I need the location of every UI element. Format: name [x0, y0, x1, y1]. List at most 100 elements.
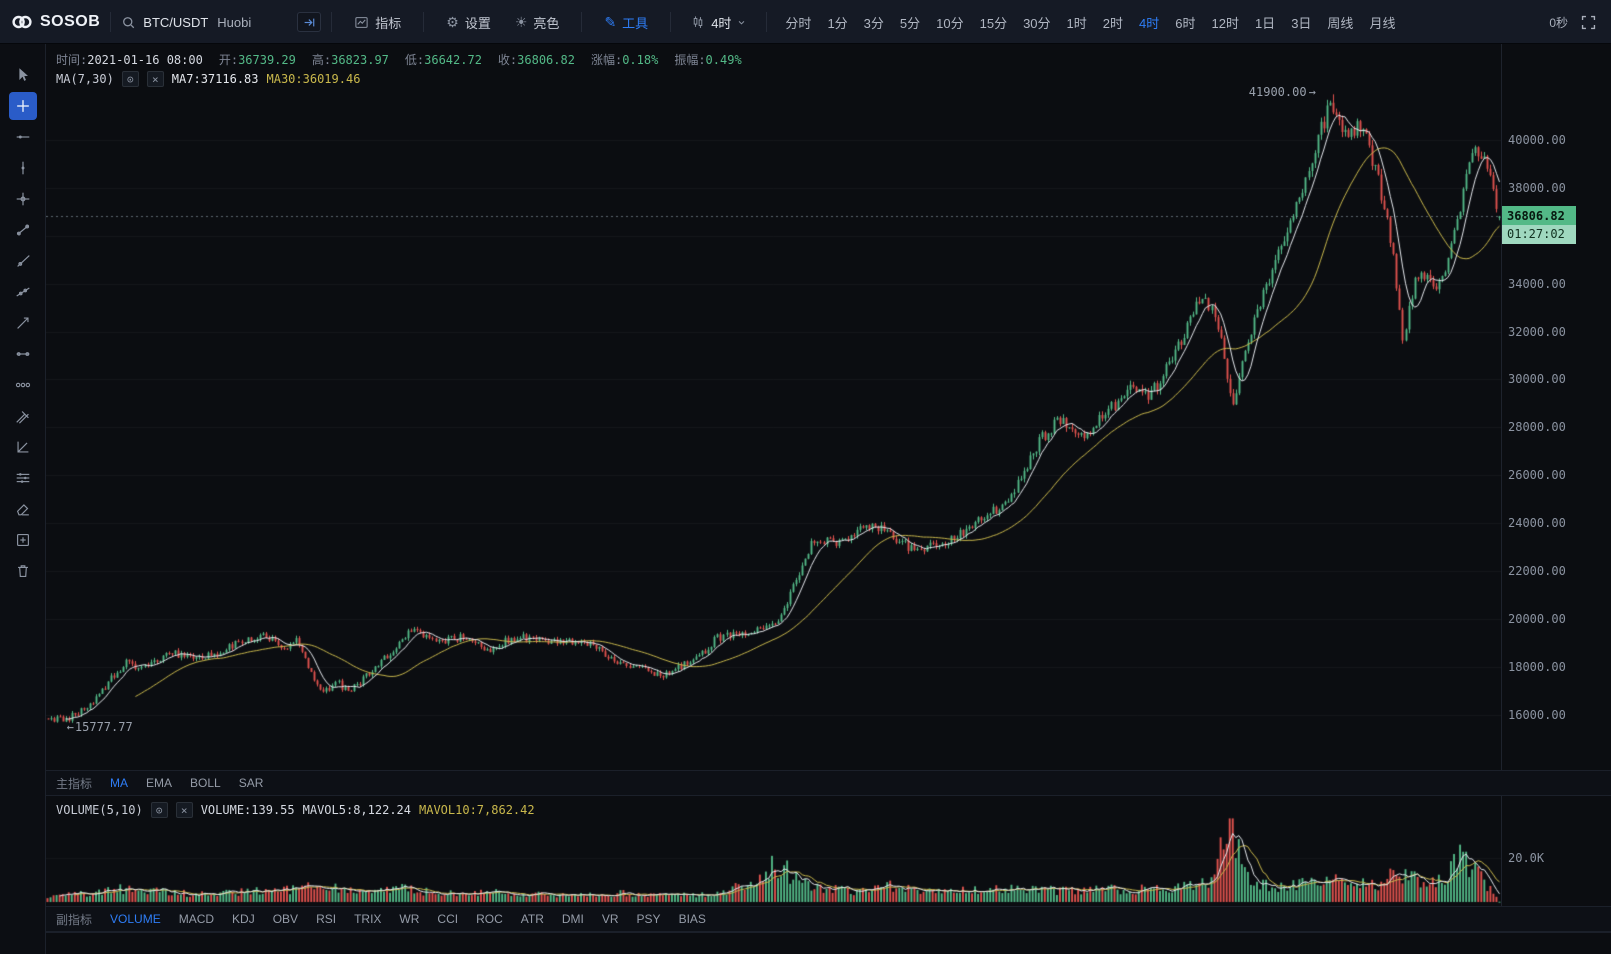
price-axis-label: 32000.00: [1508, 324, 1566, 339]
divider: [581, 12, 583, 32]
timeframe-list: 分时 1分 3分 5分 10分 15分 30分 1时 2时 4时 6时 12时 …: [777, 13, 1403, 32]
subtab-rsi[interactable]: RSI: [316, 912, 337, 926]
indicator-tab-ma[interactable]: MA: [110, 776, 129, 790]
ma-visibility-button[interactable]: ⊙: [121, 71, 139, 87]
price-axis-label: 34000.00: [1508, 276, 1566, 291]
symbol-search[interactable]: BTC/USDT Huobi: [121, 15, 251, 30]
delete-tool[interactable]: [9, 557, 37, 585]
gear-icon: ⚙: [446, 14, 459, 30]
timeframe-item[interactable]: 分时: [785, 15, 812, 31]
mavol5-value: MAVOL5:8,122.24: [302, 803, 411, 817]
fullscreen-icon: [1580, 14, 1597, 31]
jump-to-latest-button[interactable]: [297, 12, 322, 32]
subtab-trix[interactable]: TRIX: [354, 912, 382, 926]
subtab-psy[interactable]: PSY: [636, 912, 661, 926]
price-axis-label: 40000.00: [1508, 132, 1566, 147]
cross-line-tool[interactable]: [9, 185, 37, 213]
extended-line-tool[interactable]: [9, 278, 37, 306]
timeframe-item[interactable]: 月线: [1369, 15, 1396, 31]
pointer-tool[interactable]: [9, 61, 37, 89]
fullscreen-button[interactable]: [1580, 14, 1597, 31]
indicators-button[interactable]: 指标: [342, 0, 413, 44]
time-axis-strip[interactable]: [46, 932, 1611, 954]
ellipse-group-tool[interactable]: [9, 371, 37, 399]
price-chart-canvas[interactable]: [46, 44, 1501, 770]
timeframe-item[interactable]: 6时: [1175, 15, 1196, 31]
app-logo[interactable]: SOSOB: [10, 10, 100, 34]
volume-axis-label: 20.0K: [1508, 851, 1545, 865]
eraser-tool[interactable]: [9, 495, 37, 523]
timeframe-item-active[interactable]: 4时: [1139, 15, 1160, 31]
tools-button[interactable]: ✎ 工具: [592, 0, 660, 44]
crosshair-tool[interactable]: [8, 92, 37, 120]
main-indicator-label: 主指标: [56, 776, 93, 791]
timeframe-item[interactable]: 2时: [1102, 15, 1124, 31]
last-price-value: 36806.82: [1502, 206, 1576, 226]
logo-icon: [10, 10, 34, 34]
timeframe-item[interactable]: 1时: [1066, 15, 1087, 31]
volume-axis[interactable]: 20.0K: [1501, 796, 1611, 906]
parallel-channel-tool[interactable]: [9, 464, 37, 492]
price-axis-label: 28000.00: [1508, 420, 1566, 435]
ma-close-button[interactable]: ×: [146, 71, 164, 87]
timeframe-item[interactable]: 12时: [1211, 15, 1239, 31]
indicator-tab-boll[interactable]: BOLL: [190, 776, 221, 790]
settings-button[interactable]: ⚙ 设置: [434, 0, 503, 44]
price-axis-label: 16000.00: [1508, 707, 1566, 722]
divider: [766, 12, 768, 32]
horizontal-ray-tool[interactable]: [9, 123, 37, 151]
pitchfork-tool[interactable]: [9, 402, 37, 430]
timeframe-item[interactable]: 周线: [1327, 15, 1354, 31]
chevron-down-icon: [737, 18, 746, 27]
indicator-tab-sar[interactable]: SAR: [238, 776, 264, 790]
subtab-dmi[interactable]: DMI: [561, 912, 584, 926]
divider: [110, 12, 112, 32]
subtab-obv[interactable]: OBV: [272, 912, 299, 926]
subtab-bias[interactable]: BIAS: [678, 912, 706, 926]
add-frame-tool[interactable]: [9, 526, 37, 554]
interval-select[interactable]: 4时: [681, 13, 756, 32]
arrow-line-tool[interactable]: [9, 309, 37, 337]
trend-line-tool[interactable]: [9, 216, 37, 244]
vertical-line-tool[interactable]: [9, 154, 37, 182]
volume-visibility-button[interactable]: ⊙: [150, 802, 168, 818]
divider: [331, 12, 333, 32]
divider: [423, 12, 425, 32]
subtab-kdj[interactable]: KDJ: [232, 912, 255, 926]
gann-angle-tool[interactable]: [9, 433, 37, 461]
theme-toggle-button[interactable]: ☀ 亮色: [503, 0, 572, 44]
timeframe-item[interactable]: 15分: [979, 15, 1008, 31]
price-axis-label: 26000.00: [1508, 468, 1566, 483]
main-indicator-bar: 主指标 MA EMA BOLL SAR: [46, 770, 1611, 796]
volume-close-button[interactable]: ×: [175, 802, 193, 818]
subtab-volume[interactable]: VOLUME: [110, 912, 161, 926]
timeframe-item[interactable]: 1日: [1254, 15, 1276, 31]
timeframe-item[interactable]: 3分: [863, 15, 884, 31]
sun-icon: ☀: [514, 14, 528, 30]
ma30-value: MA30:36019.46: [266, 72, 361, 86]
indicator-chart-icon: [354, 15, 369, 30]
subtab-macd[interactable]: MACD: [178, 912, 215, 926]
indicator-tab-ema[interactable]: EMA: [146, 776, 173, 790]
timeframe-item[interactable]: 30分: [1023, 15, 1051, 31]
subtab-cci[interactable]: CCI: [437, 912, 459, 926]
search-icon: [121, 15, 136, 30]
timeframe-item[interactable]: 10分: [936, 15, 964, 31]
subtab-roc[interactable]: ROC: [476, 912, 503, 926]
volume-chart-canvas[interactable]: [46, 796, 1501, 906]
horizontal-segment-tool[interactable]: [9, 340, 37, 368]
subtab-atr[interactable]: ATR: [520, 912, 544, 926]
exchange-name: Huobi: [217, 14, 252, 30]
timeframe-item[interactable]: 5分: [899, 15, 921, 31]
subtab-vr[interactable]: VR: [601, 912, 619, 926]
subtab-wr[interactable]: WR: [399, 912, 420, 926]
visible-low-label: 15777.77: [67, 720, 133, 734]
ohlc-info-bar: 时间:2021-01-16 08:00 开:36739.29 高:36823.9…: [56, 53, 742, 67]
timeframe-item[interactable]: 3日: [1291, 15, 1312, 31]
drawing-toolbar: [0, 44, 46, 954]
timeframe-item[interactable]: 1分: [827, 15, 848, 31]
ohlc-time: 2021-01-16 08:00: [87, 53, 203, 67]
ray-line-tool[interactable]: [9, 247, 37, 275]
sub-indicator-label: 副指标: [56, 912, 93, 927]
price-axis[interactable]: 36806.82 01:27:02 40000.0038000.0036000.…: [1501, 44, 1611, 770]
